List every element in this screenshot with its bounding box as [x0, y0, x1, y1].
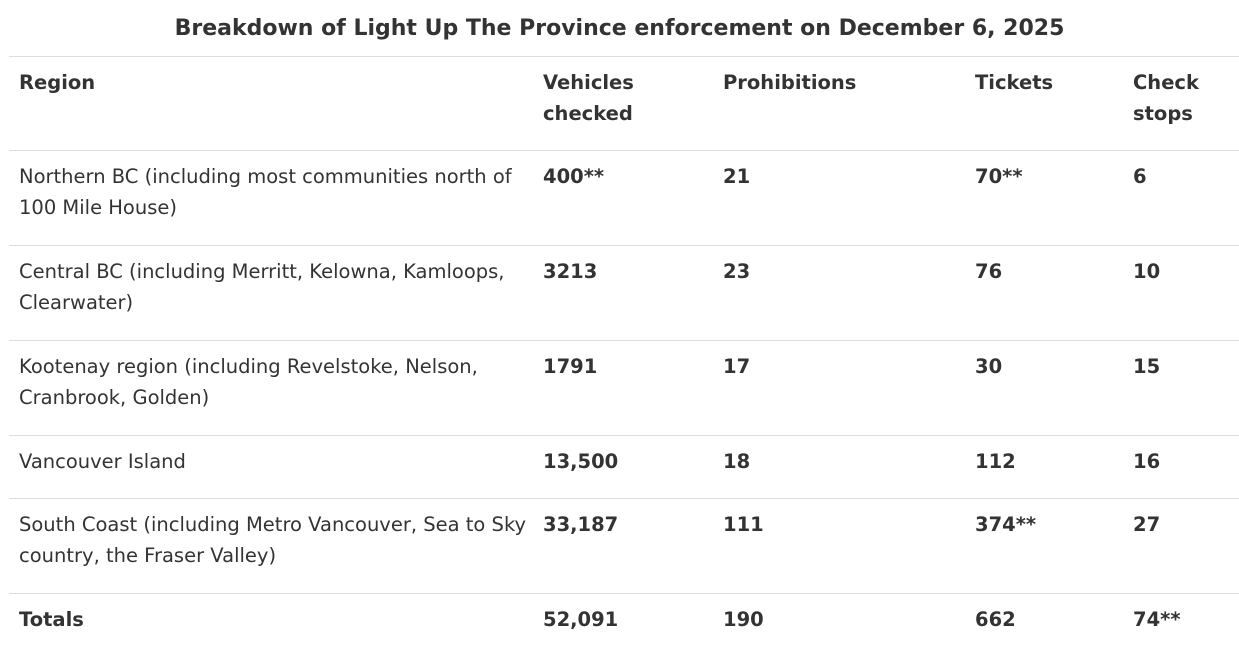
- header-check-line1: Check: [1133, 71, 1199, 94]
- cell-prohibitions: 111: [713, 498, 965, 594]
- header-tickets: Tickets: [965, 56, 1123, 151]
- totals-tickets: 662: [965, 593, 1123, 657]
- header-vehicles-checked: Vehicles checked: [533, 56, 713, 151]
- cell-vehicles: 3213: [533, 245, 713, 341]
- cell-prohibitions: 17: [713, 340, 965, 436]
- cell-prohibitions: 21: [713, 150, 965, 246]
- table-row: South Coast (including Metro Vancouver, …: [9, 498, 1239, 594]
- header-prohibitions: Prohibitions: [713, 56, 965, 151]
- cell-check-stops: 16: [1123, 435, 1239, 499]
- header-check-line2: stops: [1133, 102, 1193, 125]
- header-prohibitions-label: Prohibitions: [723, 71, 857, 94]
- header-region: Region: [9, 56, 533, 151]
- totals-label: Totals: [9, 593, 533, 657]
- cell-region: Kootenay region (including Revelstoke, N…: [9, 340, 533, 436]
- enforcement-table: Region Vehicles checked Prohibitions Tick…: [9, 56, 1239, 657]
- cell-tickets: 374**: [965, 498, 1123, 594]
- totals-check-stops: 74**: [1123, 593, 1239, 657]
- table-row: Northern BC (including most communities …: [9, 150, 1239, 246]
- cell-vehicles: 33,187: [533, 498, 713, 594]
- header-vehicles-line2: checked: [543, 102, 633, 125]
- totals-prohibitions: 190: [713, 593, 965, 657]
- cell-prohibitions: 23: [713, 245, 965, 341]
- cell-check-stops: 27: [1123, 498, 1239, 594]
- cell-prohibitions: 18: [713, 435, 965, 499]
- header-check-stops: Check stops: [1123, 56, 1239, 151]
- header-vehicles-line1: Vehicles: [543, 71, 634, 94]
- table-row: Kootenay region (including Revelstoke, N…: [9, 340, 1239, 436]
- header-tickets-label: Tickets: [975, 71, 1054, 94]
- cell-tickets: 70**: [965, 150, 1123, 246]
- table-row: Vancouver Island 13,500 18 112 16: [9, 435, 1239, 499]
- cell-region: Vancouver Island: [9, 435, 533, 499]
- cell-tickets: 112: [965, 435, 1123, 499]
- cell-check-stops: 6: [1123, 150, 1239, 246]
- table-row: Central BC (including Merritt, Kelowna, …: [9, 245, 1239, 341]
- header-row: Region Vehicles checked Prohibitions Tick…: [9, 56, 1239, 151]
- table-caption: Breakdown of Light Up The Province enfor…: [174, 16, 1065, 41]
- header-region-label: Region: [19, 71, 96, 94]
- totals-vehicles: 52,091: [533, 593, 713, 657]
- cell-tickets: 76: [965, 245, 1123, 341]
- cell-vehicles: 13,500: [533, 435, 713, 499]
- totals-row: Totals 52,091 190 662 74**: [9, 593, 1239, 657]
- cell-check-stops: 15: [1123, 340, 1239, 436]
- cell-region: Northern BC (including most communities …: [9, 150, 533, 246]
- cell-vehicles: 400**: [533, 150, 713, 246]
- cell-tickets: 30: [965, 340, 1123, 436]
- cell-region: Central BC (including Merritt, Kelowna, …: [9, 245, 533, 341]
- cell-check-stops: 10: [1123, 245, 1239, 341]
- cell-region: South Coast (including Metro Vancouver, …: [9, 498, 533, 594]
- cell-vehicles: 1791: [533, 340, 713, 436]
